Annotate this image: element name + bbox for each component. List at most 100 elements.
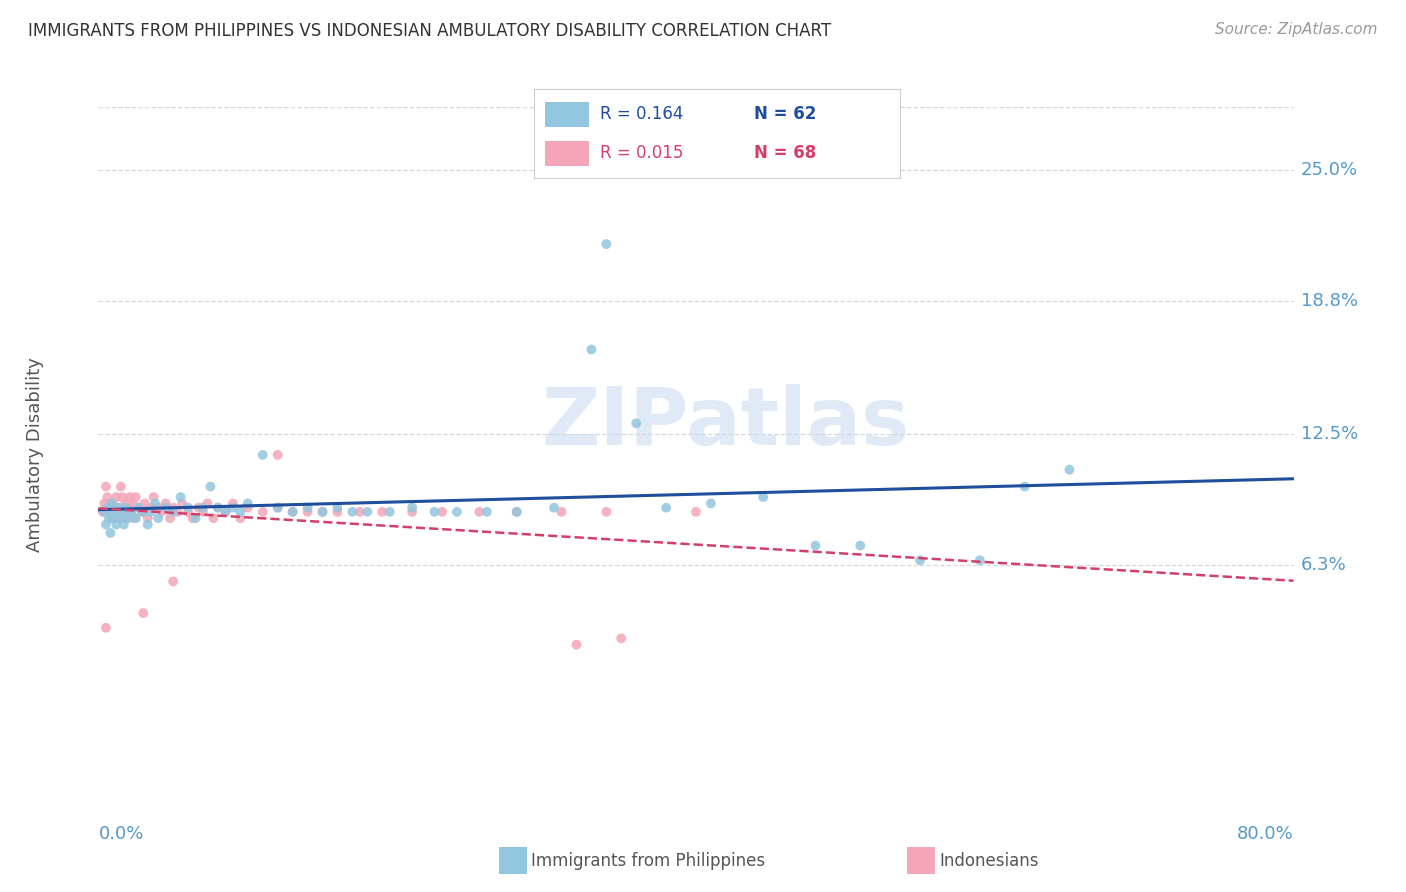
Point [849, 539, 872, 553]
Point [506, 505, 529, 519]
Point [148, 511, 170, 525]
Point [229, 505, 252, 519]
Point [475, 505, 498, 519]
Text: 80.0%: 80.0% [1237, 825, 1294, 843]
Text: 6.3%: 6.3% [1301, 556, 1347, 574]
Point [108, 511, 131, 525]
Point [624, 417, 647, 431]
Point [93, 505, 115, 519]
Point [267, 448, 290, 462]
Point [356, 505, 378, 519]
Point [96, 500, 118, 515]
Point [1014, 479, 1036, 493]
Point [326, 505, 349, 519]
Point [98, 496, 122, 510]
Point [162, 500, 184, 515]
Point [565, 638, 588, 652]
Point [142, 490, 165, 504]
Text: Source: ZipAtlas.com: Source: ZipAtlas.com [1215, 22, 1378, 37]
Point [595, 237, 617, 252]
Point [1059, 463, 1081, 477]
Point [184, 511, 207, 525]
Point [104, 505, 127, 519]
Point [125, 490, 148, 504]
Point [311, 505, 333, 519]
Point [172, 496, 194, 510]
Point [752, 490, 775, 504]
Point [969, 553, 991, 567]
Point [311, 505, 333, 519]
Point [128, 500, 150, 515]
Point [191, 505, 214, 519]
Point [120, 505, 142, 519]
Point [107, 500, 129, 515]
Point [371, 505, 394, 519]
Text: 12.5%: 12.5% [1301, 425, 1358, 442]
Point [111, 490, 134, 504]
Point [93, 496, 115, 510]
Text: R = 0.015: R = 0.015 [600, 145, 683, 162]
Point [107, 500, 129, 515]
Point [155, 496, 177, 510]
Point [468, 505, 491, 519]
Point [187, 500, 209, 515]
Point [267, 500, 290, 515]
Point [155, 500, 177, 515]
Point [543, 500, 565, 515]
Point [159, 511, 181, 525]
Point [94, 479, 117, 493]
Text: Immigrants from Philippines: Immigrants from Philippines [531, 852, 766, 870]
Point [401, 505, 423, 519]
Point [134, 496, 156, 510]
Point [117, 511, 139, 525]
Point [908, 553, 931, 567]
Point [506, 505, 529, 519]
FancyBboxPatch shape [546, 141, 589, 166]
Point [118, 490, 141, 504]
Point [222, 496, 245, 510]
Point [166, 505, 188, 519]
Text: N = 68: N = 68 [754, 145, 815, 162]
Point [342, 505, 364, 519]
Point [181, 511, 204, 525]
Point [252, 505, 274, 519]
Point [121, 496, 143, 510]
Point [101, 511, 124, 525]
Point [117, 500, 139, 515]
Point [581, 343, 603, 357]
Text: 0.0%: 0.0% [98, 825, 143, 843]
Point [177, 500, 200, 515]
Point [97, 511, 120, 525]
Point [110, 505, 132, 519]
Point [214, 505, 236, 519]
Text: Indonesians: Indonesians [939, 852, 1039, 870]
Point [222, 500, 245, 515]
Point [104, 505, 127, 519]
Point [214, 505, 236, 519]
Point [207, 500, 229, 515]
Point [139, 505, 162, 519]
Point [139, 500, 162, 515]
Point [136, 517, 159, 532]
Point [114, 500, 136, 515]
Point [236, 500, 259, 515]
Point [112, 505, 135, 519]
Point [177, 505, 200, 519]
Point [252, 448, 274, 462]
Point [105, 517, 128, 532]
Text: R = 0.164: R = 0.164 [600, 105, 683, 123]
Point [229, 511, 252, 525]
Point [132, 606, 155, 620]
Point [124, 511, 146, 525]
Point [236, 496, 259, 510]
Text: IMMIGRANTS FROM PHILIPPINES VS INDONESIAN AMBULATORY DISABILITY CORRELATION CHAR: IMMIGRANTS FROM PHILIPPINES VS INDONESIA… [28, 22, 831, 40]
Point [200, 479, 222, 493]
Point [162, 505, 184, 519]
Point [430, 505, 453, 519]
Point [111, 511, 134, 525]
Point [169, 490, 191, 504]
Point [595, 505, 617, 519]
Point [94, 517, 117, 532]
Point [207, 500, 229, 515]
Text: N = 62: N = 62 [754, 105, 815, 123]
